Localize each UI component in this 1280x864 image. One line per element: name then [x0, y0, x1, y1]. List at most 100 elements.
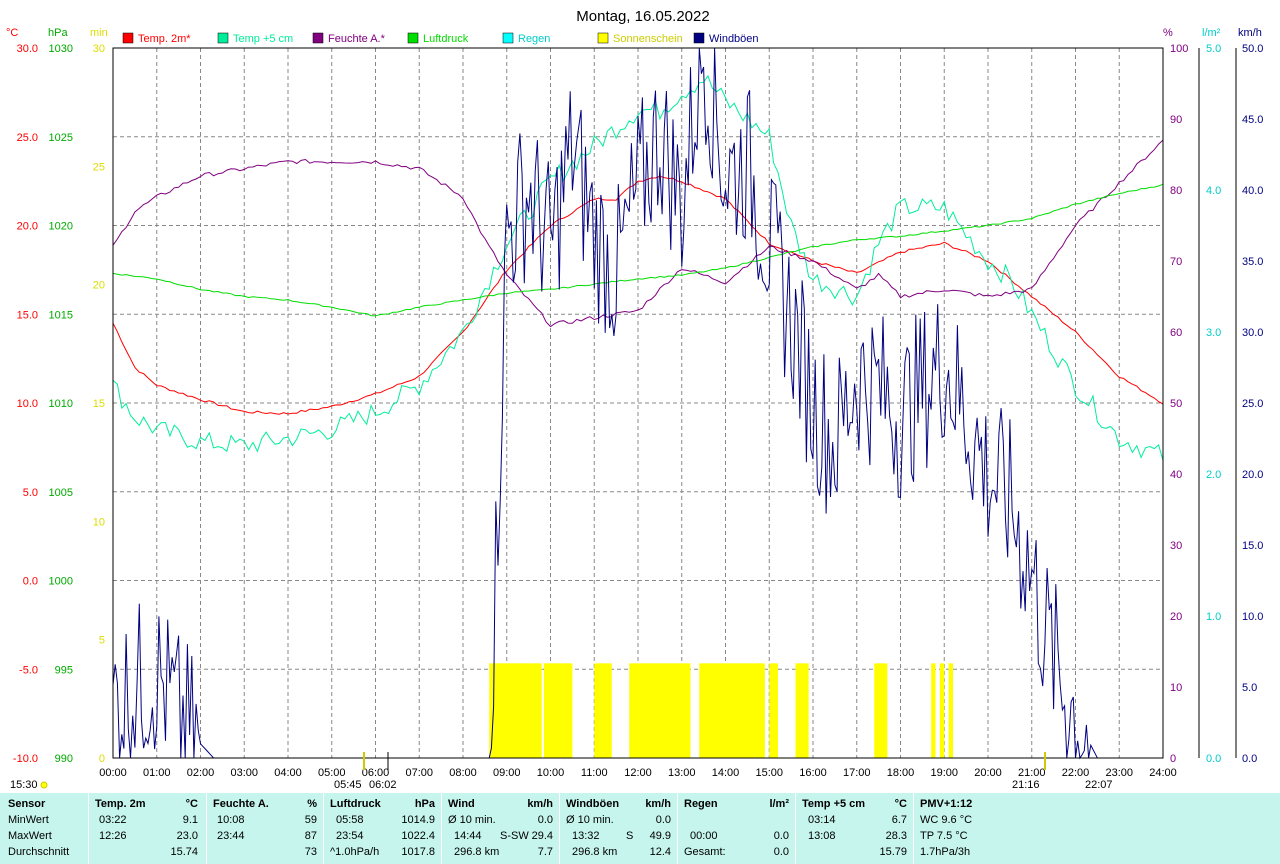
- wind-tick-label: 10.0: [1242, 611, 1263, 623]
- sunshine-bar: [543, 663, 573, 758]
- pressure-tick-label: 1020: [49, 221, 73, 233]
- legend-label: Windböen: [709, 33, 759, 45]
- stats-temp5cm: Temp +5 cm °C 03:14 6.7 13:08 28.3 15.79: [796, 793, 914, 864]
- time-tick-label: 22:00: [1062, 767, 1090, 779]
- rain-tick-label: 2.0: [1206, 469, 1221, 481]
- legend-label: Sonnenschein: [613, 33, 683, 45]
- time-tick-label: 03:00: [230, 767, 258, 779]
- stats-unit: l/m²: [769, 798, 789, 810]
- time-tick-label: 16:00: [799, 767, 827, 779]
- legend-label: Temp. 2m*: [138, 33, 191, 45]
- sunshine-tick-label: 10: [93, 516, 105, 528]
- rain-axis-unit: l/m²: [1202, 27, 1221, 39]
- stats-title: Luftdruck: [330, 798, 381, 810]
- wind-tick-label: 25.0: [1242, 398, 1263, 410]
- stats-time: 13:08: [808, 830, 836, 842]
- rain-tick-label: 4.0: [1206, 185, 1221, 197]
- stats-distance: 296.8 km: [454, 846, 500, 858]
- wind-tick-label: 0.0: [1242, 753, 1257, 765]
- sunshine-bar: [931, 663, 936, 758]
- stats-value: 7.7: [537, 846, 553, 858]
- stats-title: Windböen: [566, 798, 620, 810]
- time-tick-label: 12:00: [624, 767, 652, 779]
- sun-markers: 15:30 05:45 06:02 21:16 22:07: [10, 752, 1113, 791]
- stats-title: Feuchte A.: [213, 798, 269, 810]
- time-tick-label: 18:00: [887, 767, 915, 779]
- stats-sensor-title: Sensor: [8, 798, 46, 810]
- legend-label: Feuchte A.*: [328, 33, 386, 45]
- stats-unit: km/h: [527, 798, 553, 810]
- pressure-tick-label: 1005: [49, 487, 73, 499]
- legend-swatch: [597, 32, 609, 44]
- stats-temp2m: Temp. 2m °C 03:22 9.1 12:26 23.0 15.74: [89, 793, 207, 864]
- stats-time: 12:26: [99, 830, 127, 842]
- stats-direction: S: [626, 830, 634, 842]
- sunset-time: 21:16: [1012, 779, 1040, 791]
- time-tick-label: 06:00: [362, 767, 390, 779]
- pressure-tick-label: 1015: [49, 309, 73, 321]
- sunshine-tick-label: 5: [99, 635, 105, 647]
- stats-title: Wind: [448, 798, 475, 810]
- temp-tick-label: 15.0: [17, 309, 38, 321]
- stats-title: PMV+1:12: [920, 798, 973, 810]
- stats-wind: Wind km/h Ø 10 min. 0.0 14:44 S-SW 29.4 …: [442, 793, 560, 864]
- humidity-tick-label: 30: [1170, 540, 1182, 552]
- temp-tick-label: -10.0: [13, 753, 38, 765]
- time-tick-label: 13:00: [668, 767, 696, 779]
- series-line-temp-5-cm: [112, 74, 1164, 461]
- rain-tick-label: 1.0: [1206, 611, 1221, 623]
- humidity-tick-label: 40: [1170, 469, 1182, 481]
- pressure-tick-label: 995: [55, 664, 73, 676]
- humidity-tick-label: 0: [1170, 753, 1176, 765]
- humidity-tick-label: 50: [1170, 398, 1182, 410]
- stats-value: 49.9: [649, 830, 671, 842]
- wind-tick-label: 50.0: [1242, 43, 1263, 55]
- pressure-tick-label: 1000: [49, 576, 73, 588]
- stats-value: WC 9.6 °C: [920, 814, 973, 826]
- stats-time: 10:08: [217, 814, 245, 826]
- stats-value: 28.3: [885, 830, 907, 842]
- stats-panel: Sensor MinWert MaxWert Durchschnitt Temp…: [0, 793, 1280, 864]
- stats-windboen: Windböen km/h Ø 10 min. 0.0 13:32 S 49.9…: [560, 793, 678, 864]
- stats-value: TP 7.5 °C: [920, 830, 968, 842]
- stats-row-label: Durchschnitt: [8, 846, 70, 858]
- wind-tick-label: 30.0: [1242, 327, 1263, 339]
- stats-direction: S-SW: [500, 830, 529, 842]
- stats-value: 12.4: [649, 846, 671, 858]
- stats-value: 0.0: [773, 830, 789, 842]
- pressure-tick-label: 990: [55, 753, 73, 765]
- humidity-tick-label: 60: [1170, 327, 1182, 339]
- temp-tick-label: 5.0: [23, 487, 38, 499]
- temp-tick-label: 0.0: [23, 576, 38, 588]
- series-line-feuchte-a: [112, 139, 1164, 328]
- temp-tick-label: 30.0: [17, 43, 38, 55]
- chart-title: Montag, 16.05.2022: [576, 8, 709, 25]
- legend: Temp. 2m* Temp +5 cm Feuchte A.* Luftdruck R…: [122, 32, 759, 45]
- legend-swatch: [122, 32, 134, 44]
- stats-row-label: MaxWert: [8, 830, 52, 842]
- legend-swatch: [312, 32, 324, 44]
- stats-unit: km/h: [645, 798, 671, 810]
- stats-value: 1022.4: [401, 830, 435, 842]
- pressure-axis-unit: hPa: [48, 27, 68, 39]
- stats-sensor: Sensor MinWert MaxWert Durchschnitt: [0, 793, 89, 864]
- time-tick-label: 11:00: [581, 767, 608, 779]
- temp-axis-unit: °C: [6, 27, 18, 39]
- sunshine-bar: [629, 663, 691, 758]
- sunshine-bar: [489, 663, 542, 758]
- time-tick-label: 23:00: [1105, 767, 1133, 779]
- temp-tick-label: 10.0: [17, 398, 38, 410]
- stats-title: Temp. 2m: [95, 798, 146, 810]
- stats-value: 6.7: [891, 814, 907, 826]
- stats-value: 23.0: [176, 830, 198, 842]
- stats-luftdruck: Luftdruck hPa 05:58 1014.9 23:54 1022.4 …: [324, 793, 442, 864]
- stats-pmv: PMV+1:12 WC 9.6 °C TP 7.5 °C 1.7hPa/3h: [914, 793, 1280, 864]
- humidity-tick-label: 20: [1170, 611, 1182, 623]
- wind-tick-label: 5.0: [1242, 682, 1257, 694]
- sunshine-bar: [699, 663, 765, 758]
- time-tick-label: 04:00: [274, 767, 302, 779]
- humidity-tick-label: 10: [1170, 682, 1182, 694]
- sunrise-time-b: 06:02: [369, 779, 397, 791]
- wind-tick-label: 15.0: [1242, 540, 1263, 552]
- stats-value: 1017.8: [401, 846, 435, 858]
